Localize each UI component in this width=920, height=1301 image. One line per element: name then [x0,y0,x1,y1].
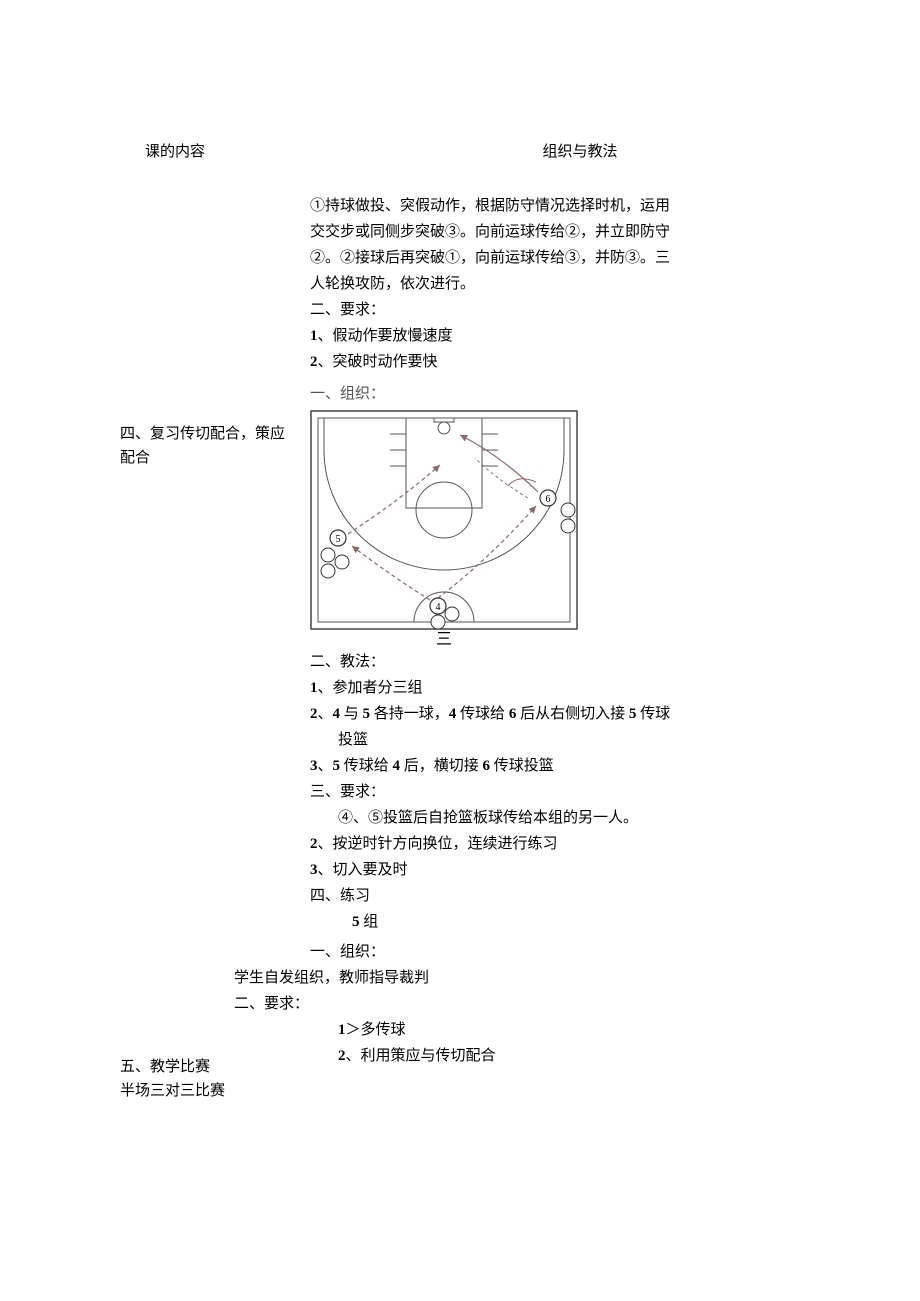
b2-req-label: 三、要求： [310,780,800,804]
t2k: 传球 [636,706,670,722]
b3-r2: 2、利用策应与传切配合 [310,1044,800,1068]
t3f: 6 [483,758,491,774]
b3-r1-num: 1 [338,1022,346,1038]
b2-req3: 3、切入要及时 [310,858,800,882]
svg-text:6: 6 [546,494,551,505]
b2-prac-text: 组 [360,914,379,930]
t3b: 5 [333,758,341,774]
block1: ①持球做投、突假动作，根据防守情况选择时机，运用 交交步或同侧步突破③。向前运球… [310,194,800,374]
t2g: 传球给 [456,706,509,722]
b2-t1-text: 、参加者分三组 [318,680,423,696]
b3-r1-text: 多传球 [361,1022,406,1038]
block2: 一、组织： [310,382,800,934]
b2-t2-line2: 投篮 [310,728,800,752]
header-left-label: 课的内容 [120,140,310,164]
t3g: 传球投篮 [490,758,554,774]
b2-teach-label: 二、教法： [310,650,800,674]
section4-title-line2: 配合 [120,446,310,470]
b2-req2-num: 2 [310,836,318,852]
b2-org-label: 一、组织： [310,382,800,406]
b2-t3: 3、5 传球给 4 后，横切接 6 传球投篮 [310,754,800,778]
b2-req3-num: 3 [310,862,318,878]
b1-p2: 交交步或同侧步突破③。向前运球传给②，并立即防守 [310,220,800,244]
section4-title-line1: 四、复习传切配合，策应 [120,422,310,446]
b1-req1-text: 、假动作要放慢速度 [318,328,453,344]
b2-t1-num: 1 [310,680,318,696]
svg-text:5: 5 [336,534,341,545]
b1-req1-num: 1 [310,328,318,344]
b3-r2-num: 2 [338,1048,346,1064]
b1-req2-num: 2 [310,354,318,370]
court-diagram-wrapper: 6 5 4 三 [310,410,800,646]
t3e: 后，横切接 [400,758,483,774]
b2-t2: 2、4 与 5 各持一球，4 传球给 6 后从右侧切入接 5 传球 [310,702,800,726]
b2-t3-num: 3 [310,758,318,774]
section5-title: 五、教学比赛 [120,1055,310,1079]
b2-req3-text: 、切入要及时 [318,862,408,878]
b1-p4: 人轮换攻防，依次进行。 [310,272,800,296]
b2-req2-text: 、按逆时针方向换位，连续进行练习 [318,836,558,852]
b1-p3: ②。②接球后再突破①，向前运球传给③，并防③。三 [310,246,800,270]
b3-org-text: 学生自发组织，教师指导裁判 [234,966,800,990]
block3: 一、组织： 学生自发组织，教师指导裁判 二、要求： 1＞多传球 2、利用策应与传… [310,940,800,1068]
b3-r1-sym: ＞ [346,1022,361,1038]
b1-p1: ①持球做投、突假动作，根据防守情况选择时机，运用 [310,194,800,218]
b3-r2-text: 、利用策应与传切配合 [346,1048,496,1064]
header-right-label: 组织与教法 [310,140,800,164]
t3d: 4 [393,758,401,774]
t2i: 后从右侧切入接 [516,706,629,722]
b2-req1: ④、⑤投篮后自抢篮板球传给本组的另一人。 [310,806,800,830]
b3-org-label: 一、组织： [310,940,800,964]
right-column: ①持球做投、突假动作，根据防守情况选择时机，运用 交交步或同侧步突破③。向前运球… [310,194,800,1103]
b3-r1: 1＞多传球 [310,1018,800,1042]
t2b: 4 [333,706,341,722]
b2-prac-num: 5 [352,914,360,930]
b2-t2-num: 2 [310,706,318,722]
t2c: 与 [340,706,363,722]
svg-text:4: 4 [436,602,441,613]
diagram-bottom-label: 三 [436,631,452,646]
t2e: 各持一球， [370,706,449,722]
b3-req-label: 二、要求： [234,992,800,1016]
b1-req2-text: 、突破时动作要快 [318,354,438,370]
section5-subtitle: 半场三对三比赛 [120,1079,310,1103]
b1-req-label: 二、要求： [310,298,800,322]
b1-req2: 2、突破时动作要快 [310,350,800,374]
b2-prac-label: 四、练习 [310,884,800,908]
b2-prac-val: 5 组 [310,910,800,934]
t2d: 5 [363,706,371,722]
t2a: 、 [318,706,333,722]
b2-req2: 2、按逆时针方向换位，连续进行练习 [310,832,800,856]
court-diagram: 6 5 4 三 [310,410,578,646]
b2-t1: 1、参加者分三组 [310,676,800,700]
t3c: 传球给 [340,758,393,774]
t3a: 、 [318,758,333,774]
b1-req1: 1、假动作要放慢速度 [310,324,800,348]
